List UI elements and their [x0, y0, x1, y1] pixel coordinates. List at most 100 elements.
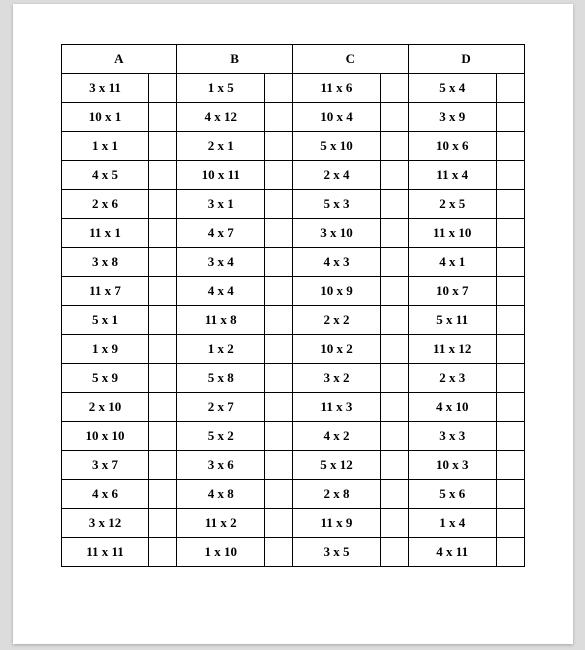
answer-cell: [149, 103, 177, 132]
expression-cell: 3 x 4: [177, 248, 265, 277]
expression-cell: 2 x 8: [292, 480, 380, 509]
expression-cell: 4 x 12: [177, 103, 265, 132]
answer-cell: [496, 480, 524, 509]
answer-cell: [496, 132, 524, 161]
answer-cell: [149, 132, 177, 161]
expression-cell: 3 x 9: [408, 103, 496, 132]
answer-cell: [265, 509, 293, 538]
expression-cell: 10 x 10: [61, 422, 149, 451]
col-header-a: A: [61, 45, 177, 74]
expression-cell: 1 x 2: [177, 335, 265, 364]
expression-cell: 4 x 2: [292, 422, 380, 451]
answer-cell: [496, 335, 524, 364]
answer-cell: [149, 190, 177, 219]
table-row: 4 x 64 x 82 x 85 x 6: [61, 480, 524, 509]
expression-cell: 2 x 10: [61, 393, 149, 422]
table-row: 2 x 102 x 711 x 34 x 10: [61, 393, 524, 422]
expression-cell: 5 x 12: [292, 451, 380, 480]
answer-cell: [380, 306, 408, 335]
expression-cell: 2 x 4: [292, 161, 380, 190]
expression-cell: 5 x 6: [408, 480, 496, 509]
answer-cell: [149, 538, 177, 567]
expression-cell: 1 x 10: [177, 538, 265, 567]
answer-cell: [496, 161, 524, 190]
expression-cell: 2 x 1: [177, 132, 265, 161]
expression-cell: 10 x 6: [408, 132, 496, 161]
expression-cell: 4 x 8: [177, 480, 265, 509]
table-row: 4 x 510 x 112 x 411 x 4: [61, 161, 524, 190]
expression-cell: 11 x 12: [408, 335, 496, 364]
expression-cell: 3 x 1: [177, 190, 265, 219]
answer-cell: [149, 277, 177, 306]
table-row: 3 x 1211 x 211 x 91 x 4: [61, 509, 524, 538]
answer-cell: [149, 219, 177, 248]
answer-cell: [496, 509, 524, 538]
answer-cell: [265, 74, 293, 103]
table-row: 2 x 63 x 15 x 32 x 5: [61, 190, 524, 219]
answer-cell: [265, 480, 293, 509]
answer-cell: [149, 480, 177, 509]
expression-cell: 3 x 6: [177, 451, 265, 480]
answer-cell: [380, 103, 408, 132]
answer-cell: [265, 335, 293, 364]
expression-cell: 4 x 1: [408, 248, 496, 277]
expression-cell: 10 x 7: [408, 277, 496, 306]
expression-cell: 10 x 3: [408, 451, 496, 480]
answer-cell: [380, 132, 408, 161]
answer-cell: [380, 335, 408, 364]
answer-cell: [265, 364, 293, 393]
answer-cell: [496, 451, 524, 480]
expression-cell: 4 x 7: [177, 219, 265, 248]
answer-cell: [496, 219, 524, 248]
expression-cell: 2 x 6: [61, 190, 149, 219]
header-row: A B C D: [61, 45, 524, 74]
answer-cell: [265, 277, 293, 306]
answer-cell: [380, 422, 408, 451]
answer-cell: [149, 74, 177, 103]
answer-cell: [496, 103, 524, 132]
expression-cell: 11 x 4: [408, 161, 496, 190]
table-row: 1 x 1 2 x 1 5 x 10 10 x 6: [61, 132, 524, 161]
expression-cell: 4 x 3: [292, 248, 380, 277]
expression-cell: 1 x 5: [177, 74, 265, 103]
expression-cell: 11 x 8: [177, 306, 265, 335]
expression-cell: 4 x 5: [61, 161, 149, 190]
answer-cell: [380, 74, 408, 103]
expression-cell: 11 x 7: [61, 277, 149, 306]
expression-cell: 2 x 3: [408, 364, 496, 393]
expression-cell: 4 x 11: [408, 538, 496, 567]
expression-cell: 3 x 12: [61, 509, 149, 538]
answer-cell: [496, 190, 524, 219]
expression-cell: 11 x 3: [292, 393, 380, 422]
answer-cell: [265, 103, 293, 132]
expression-cell: 1 x 4: [408, 509, 496, 538]
table-row: 1 x 91 x 210 x 211 x 12: [61, 335, 524, 364]
answer-cell: [149, 451, 177, 480]
answer-cell: [149, 364, 177, 393]
expression-cell: 5 x 9: [61, 364, 149, 393]
col-header-b: B: [177, 45, 293, 74]
expression-cell: 1 x 1: [61, 132, 149, 161]
expression-cell: 3 x 2: [292, 364, 380, 393]
expression-cell: 4 x 4: [177, 277, 265, 306]
expression-cell: 5 x 8: [177, 364, 265, 393]
expression-cell: 3 x 11: [61, 74, 149, 103]
multiplication-table: A B C D 3 x 11 1 x 5 11 x 6 5 x 410 x 14 x …: [61, 44, 525, 567]
table-row: 5 x 111 x 82 x 25 x 11: [61, 306, 524, 335]
answer-cell: [149, 248, 177, 277]
expression-cell: 3 x 8: [61, 248, 149, 277]
answer-cell: [496, 393, 524, 422]
expression-cell: 5 x 4: [408, 74, 496, 103]
answer-cell: [265, 538, 293, 567]
expression-cell: 5 x 10: [292, 132, 380, 161]
answer-cell: [496, 248, 524, 277]
table-row: 10 x 14 x 1210 x 43 x 9: [61, 103, 524, 132]
answer-cell: [149, 306, 177, 335]
expression-cell: 3 x 3: [408, 422, 496, 451]
answer-cell: [265, 219, 293, 248]
expression-cell: 10 x 2: [292, 335, 380, 364]
table-row: 11 x 14 x 73 x 1011 x 10: [61, 219, 524, 248]
expression-cell: 11 x 6: [292, 74, 380, 103]
answer-cell: [265, 451, 293, 480]
table-row: 3 x 8 3 x 4 4 x 3 4 x 1: [61, 248, 524, 277]
